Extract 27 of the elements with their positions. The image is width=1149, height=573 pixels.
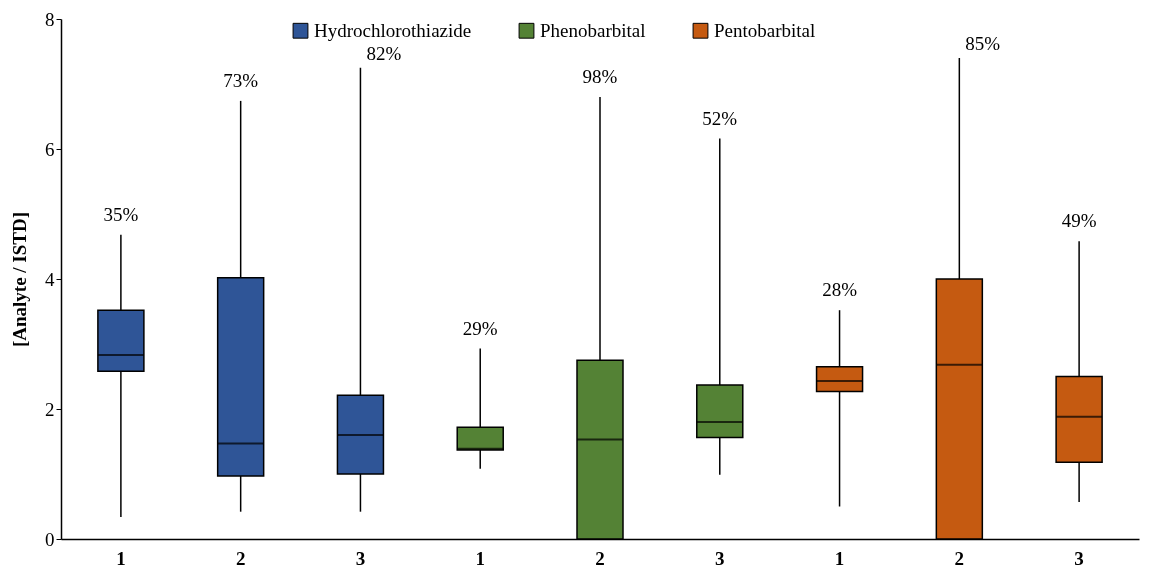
x-tick-label: 1 (834, 547, 845, 569)
x-tick-label: 3 (1074, 547, 1084, 569)
text: 73% (223, 69, 259, 91)
text: 49% (1061, 210, 1097, 232)
x-tick-label: 2 (235, 547, 246, 569)
legend-label: Pentobarbital (714, 19, 816, 41)
text: 98% (582, 66, 618, 87)
y-tick-label: 8 (45, 8, 55, 30)
x-tick-label: 3 (715, 547, 725, 569)
text: 35% (103, 203, 139, 225)
x-tick-label: 2 (954, 547, 965, 569)
x-tick-label: 1 (475, 547, 485, 569)
text: 28% (822, 279, 857, 301)
text: 82% (366, 42, 402, 64)
x-tick-label: 2 (595, 547, 605, 569)
y-axis-title: [Analyte / ISTD] (9, 211, 30, 348)
x-tick-label: 3 (355, 547, 366, 569)
text: 52% (702, 107, 738, 129)
text: 85% (965, 33, 1001, 54)
y-tick-label: 6 (45, 138, 55, 160)
y-tick-label: 2 (45, 398, 55, 420)
legend-label: Phenobarbital (540, 19, 646, 41)
x-tick-label: 1 (116, 547, 126, 569)
text: 29% (462, 317, 498, 339)
legend-label: Hydrochlorothiazide (314, 19, 472, 41)
y-tick-label: 0 (45, 528, 55, 550)
y-tick-label: 4 (45, 268, 55, 290)
